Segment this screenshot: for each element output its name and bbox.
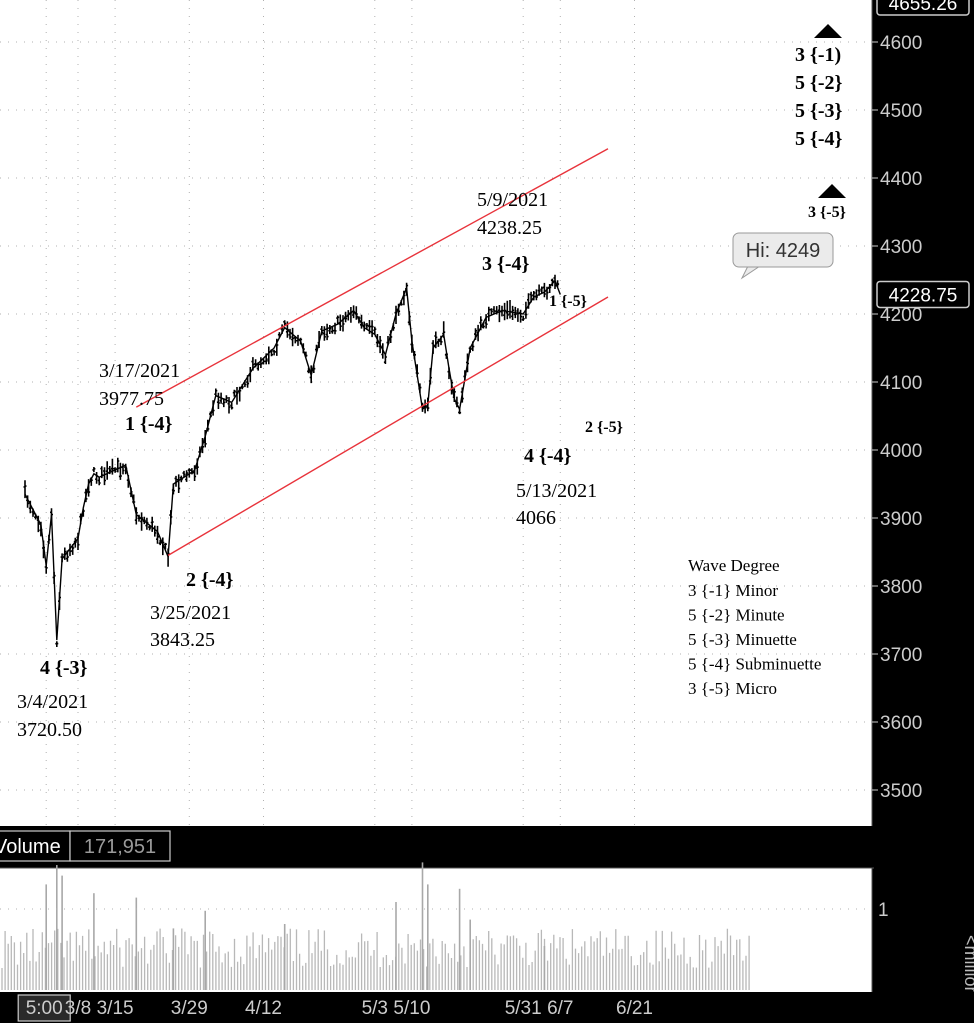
volume-bar-field	[1, 928, 750, 990]
projected-wave: 3 {-1)	[795, 44, 841, 66]
legend-entry: 3 {-5} Micro	[688, 679, 777, 698]
time-tick-label: 5/3	[362, 998, 388, 1019]
volume-axis-tick: 1	[878, 900, 889, 921]
wave-annotation: 1 {-5}	[549, 293, 587, 310]
projection-triangles	[814, 24, 846, 198]
legend-entry: 5 {-2} Minute	[688, 606, 785, 625]
price-tick-label: 3800	[880, 577, 922, 598]
last-price-box	[876, 280, 970, 309]
price-tick-label: 3600	[880, 713, 922, 734]
time-tick-label: 6/7	[547, 998, 573, 1019]
time-tick-label: 3/8	[65, 998, 91, 1019]
top-price-box	[876, 0, 970, 16]
channel-line	[167, 296, 609, 557]
projected-wave: 5 {-2}	[795, 72, 843, 94]
high-bubble-label: Hi: 4249	[746, 240, 821, 262]
annotation-wave: 2 {-5}	[585, 419, 623, 436]
time-tick-label: 3/29	[171, 998, 208, 1019]
annotation-wave: 3 {-4}	[482, 253, 530, 275]
wave-annotation: 3/4/2021 3720.50 4 {-3}	[17, 657, 88, 741]
price-tick-label: 3500	[880, 781, 922, 802]
wave-annotation: 5/9/2021 4238.25 3 {-4}	[477, 189, 548, 275]
first-tick-box	[17, 994, 71, 1022]
price-tick-label: 4300	[880, 237, 922, 258]
annotation-price: 3720.50	[17, 719, 82, 741]
top-price-label: 4655.26	[889, 0, 958, 15]
projected-wave: 5 {-3}	[795, 100, 843, 122]
price-tick-label: 3700	[880, 645, 922, 666]
time-axis: 5:00 3/8 3/15 3/29 4/12 5/3 5/10 5/31 6/7 6/21	[0, 992, 974, 1023]
projected-wave: 5 {-4}	[795, 128, 843, 150]
annotation-date: 3/17/2021	[99, 360, 180, 382]
time-tick-label: 5/10	[393, 998, 430, 1019]
annotation-date: 5/9/2021	[477, 189, 548, 211]
annotation-price: 4238.25	[477, 217, 542, 239]
price-tick-label: 4400	[880, 169, 922, 190]
time-tick-label: 4/12	[245, 998, 282, 1019]
wave-annotation: 3/25/2021 3843.25 2 {-4}	[150, 569, 234, 651]
time-tick-label: 5:00	[26, 998, 63, 1019]
wave-annotation: 2 {-5}	[585, 419, 623, 436]
volume-label: Volume	[0, 836, 61, 858]
wave-annotation: 3/17/2021 3977.75 1 {-4}	[99, 360, 180, 435]
volume-bars	[0, 862, 872, 990]
trend-channel	[135, 148, 609, 557]
volume-value: 171,951	[84, 836, 156, 858]
annotation-wave: 4 {-3}	[40, 657, 88, 679]
annotation-date: 3/25/2021	[150, 602, 231, 624]
price-tick-label: 4200	[880, 305, 922, 326]
channel-line	[135, 148, 609, 408]
annotation-date: 3/4/2021	[17, 691, 88, 713]
price-tick-label: 4500	[880, 101, 922, 122]
high-bubble: Hi: 4249	[732, 232, 834, 280]
annotation-wave: 4 {-4}	[524, 445, 572, 467]
price-tick-label: 4000	[880, 441, 922, 462]
annotation-wave: 2 {-4}	[186, 569, 234, 591]
legend-entry: 3 {-1} Minor	[688, 581, 778, 600]
high-bubble-box	[732, 232, 834, 268]
wave-annotations: 3/17/2021 3977.75 1 {-4} 3/25/2021 3843.25 2 …	[17, 44, 846, 741]
legend-entry: 5 {-3} Minuette	[688, 630, 797, 649]
annotation-price: 3843.25	[150, 629, 215, 651]
wave-annotation: 5/13/2021 4066 4 {-4}	[516, 445, 597, 529]
price-series	[23, 274, 561, 647]
time-tick-label: 3/15	[97, 998, 134, 1019]
legend-entry: 5 {-4} Subminuette	[688, 655, 821, 674]
price-tick-label: 3900	[880, 509, 922, 530]
grid	[0, 0, 872, 826]
last-price-label: 4228.75	[889, 285, 958, 306]
legend-title: Wave Degree	[688, 556, 780, 575]
annotation-price: 4066	[516, 507, 556, 529]
upper-triangle-icon	[814, 24, 842, 38]
price-tick-label: 4100	[880, 373, 922, 394]
price-path-line	[24, 279, 561, 641]
wave-degree-legend: Wave Degree 3 {-1} Minor 5 {-2} Minute 5 {…	[688, 556, 821, 698]
lower-triangle-icon	[818, 184, 846, 198]
annotation-price: 3977.75	[99, 388, 164, 410]
time-tick-label: 5/31	[505, 998, 542, 1019]
annotation-wave: 1 {-4}	[125, 413, 173, 435]
volume-panel: Volume 171,951 1 <millions>	[0, 826, 974, 1016]
price-tick-label: 4600	[880, 33, 922, 54]
annotation-wave: 1 {-5}	[549, 293, 587, 310]
time-tick-label: 6/21	[616, 998, 653, 1019]
projected-wave-lower: 3 {-5}	[808, 204, 846, 221]
annotation-date: 5/13/2021	[516, 480, 597, 502]
price-axis: 4655.26 4600 4500 4400 4300 4200 4100 4000 3900…	[871, 0, 974, 826]
